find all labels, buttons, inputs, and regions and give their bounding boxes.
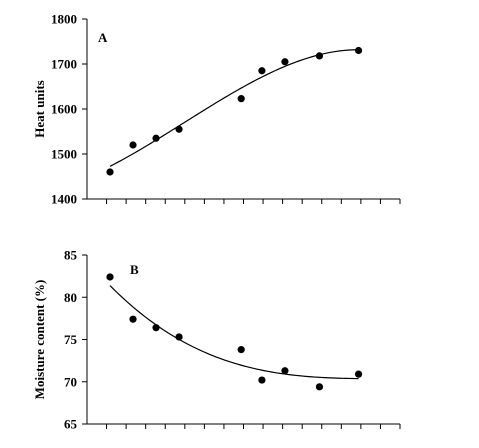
- panel-a-y-tick-label: 1400: [51, 192, 77, 207]
- panel-b-moisture-content: 65 70 75 80 85 Moisture content (%) B: [32, 248, 401, 432]
- panel-a-data-point: [281, 58, 289, 66]
- panel-b-data-point: [106, 273, 114, 281]
- panel-b-y-tick-label: 80: [64, 290, 77, 305]
- panel-a-data-point: [152, 134, 160, 142]
- panel-b-y-tick-label: 75: [64, 332, 78, 347]
- panel-b-data-point: [237, 346, 245, 354]
- panel-b-y-tick-label: 65: [64, 417, 78, 432]
- panel-a-y-tick-label: 1600: [51, 102, 77, 117]
- panel-a-data-point: [175, 125, 183, 133]
- panel-a-data-point: [106, 168, 114, 176]
- panel-b-y-tick-label: 70: [64, 374, 77, 389]
- panel-a-y-tick-label: 1800: [51, 12, 77, 27]
- panel-b-data-point: [152, 324, 160, 332]
- panel-b-data-point: [281, 367, 289, 375]
- panel-a-y-tick-label: 1500: [51, 147, 77, 162]
- panel-b-data-point: [354, 370, 363, 378]
- panel-a-heat-units: 1400 1500 1600 1700 1800 Heat units A: [32, 12, 401, 207]
- panel-a-fit-curve: [109, 49, 359, 167]
- panel-b-data-point: [258, 376, 266, 384]
- panel-a-data-point: [258, 67, 266, 75]
- panel-b-data-point: [315, 383, 324, 391]
- panel-b-label: B: [130, 262, 139, 277]
- panel-a-data-point: [354, 46, 363, 55]
- panel-a-label: A: [98, 30, 108, 45]
- panel-b-y-tick-label: 85: [64, 248, 78, 263]
- panel-b-fit-curve: [109, 285, 359, 380]
- panel-b-y-axis-title: Moisture content (%): [32, 280, 47, 400]
- panel-a-data-point: [237, 95, 245, 103]
- panel-a-data-point: [315, 52, 324, 60]
- panel-a-y-tick-label: 1700: [51, 57, 77, 72]
- panel-a-y-axis-title: Heat units: [32, 80, 47, 137]
- panel-a-data-point: [129, 141, 137, 149]
- panel-b-data-point: [129, 315, 137, 323]
- panel-b-data-point: [175, 333, 183, 341]
